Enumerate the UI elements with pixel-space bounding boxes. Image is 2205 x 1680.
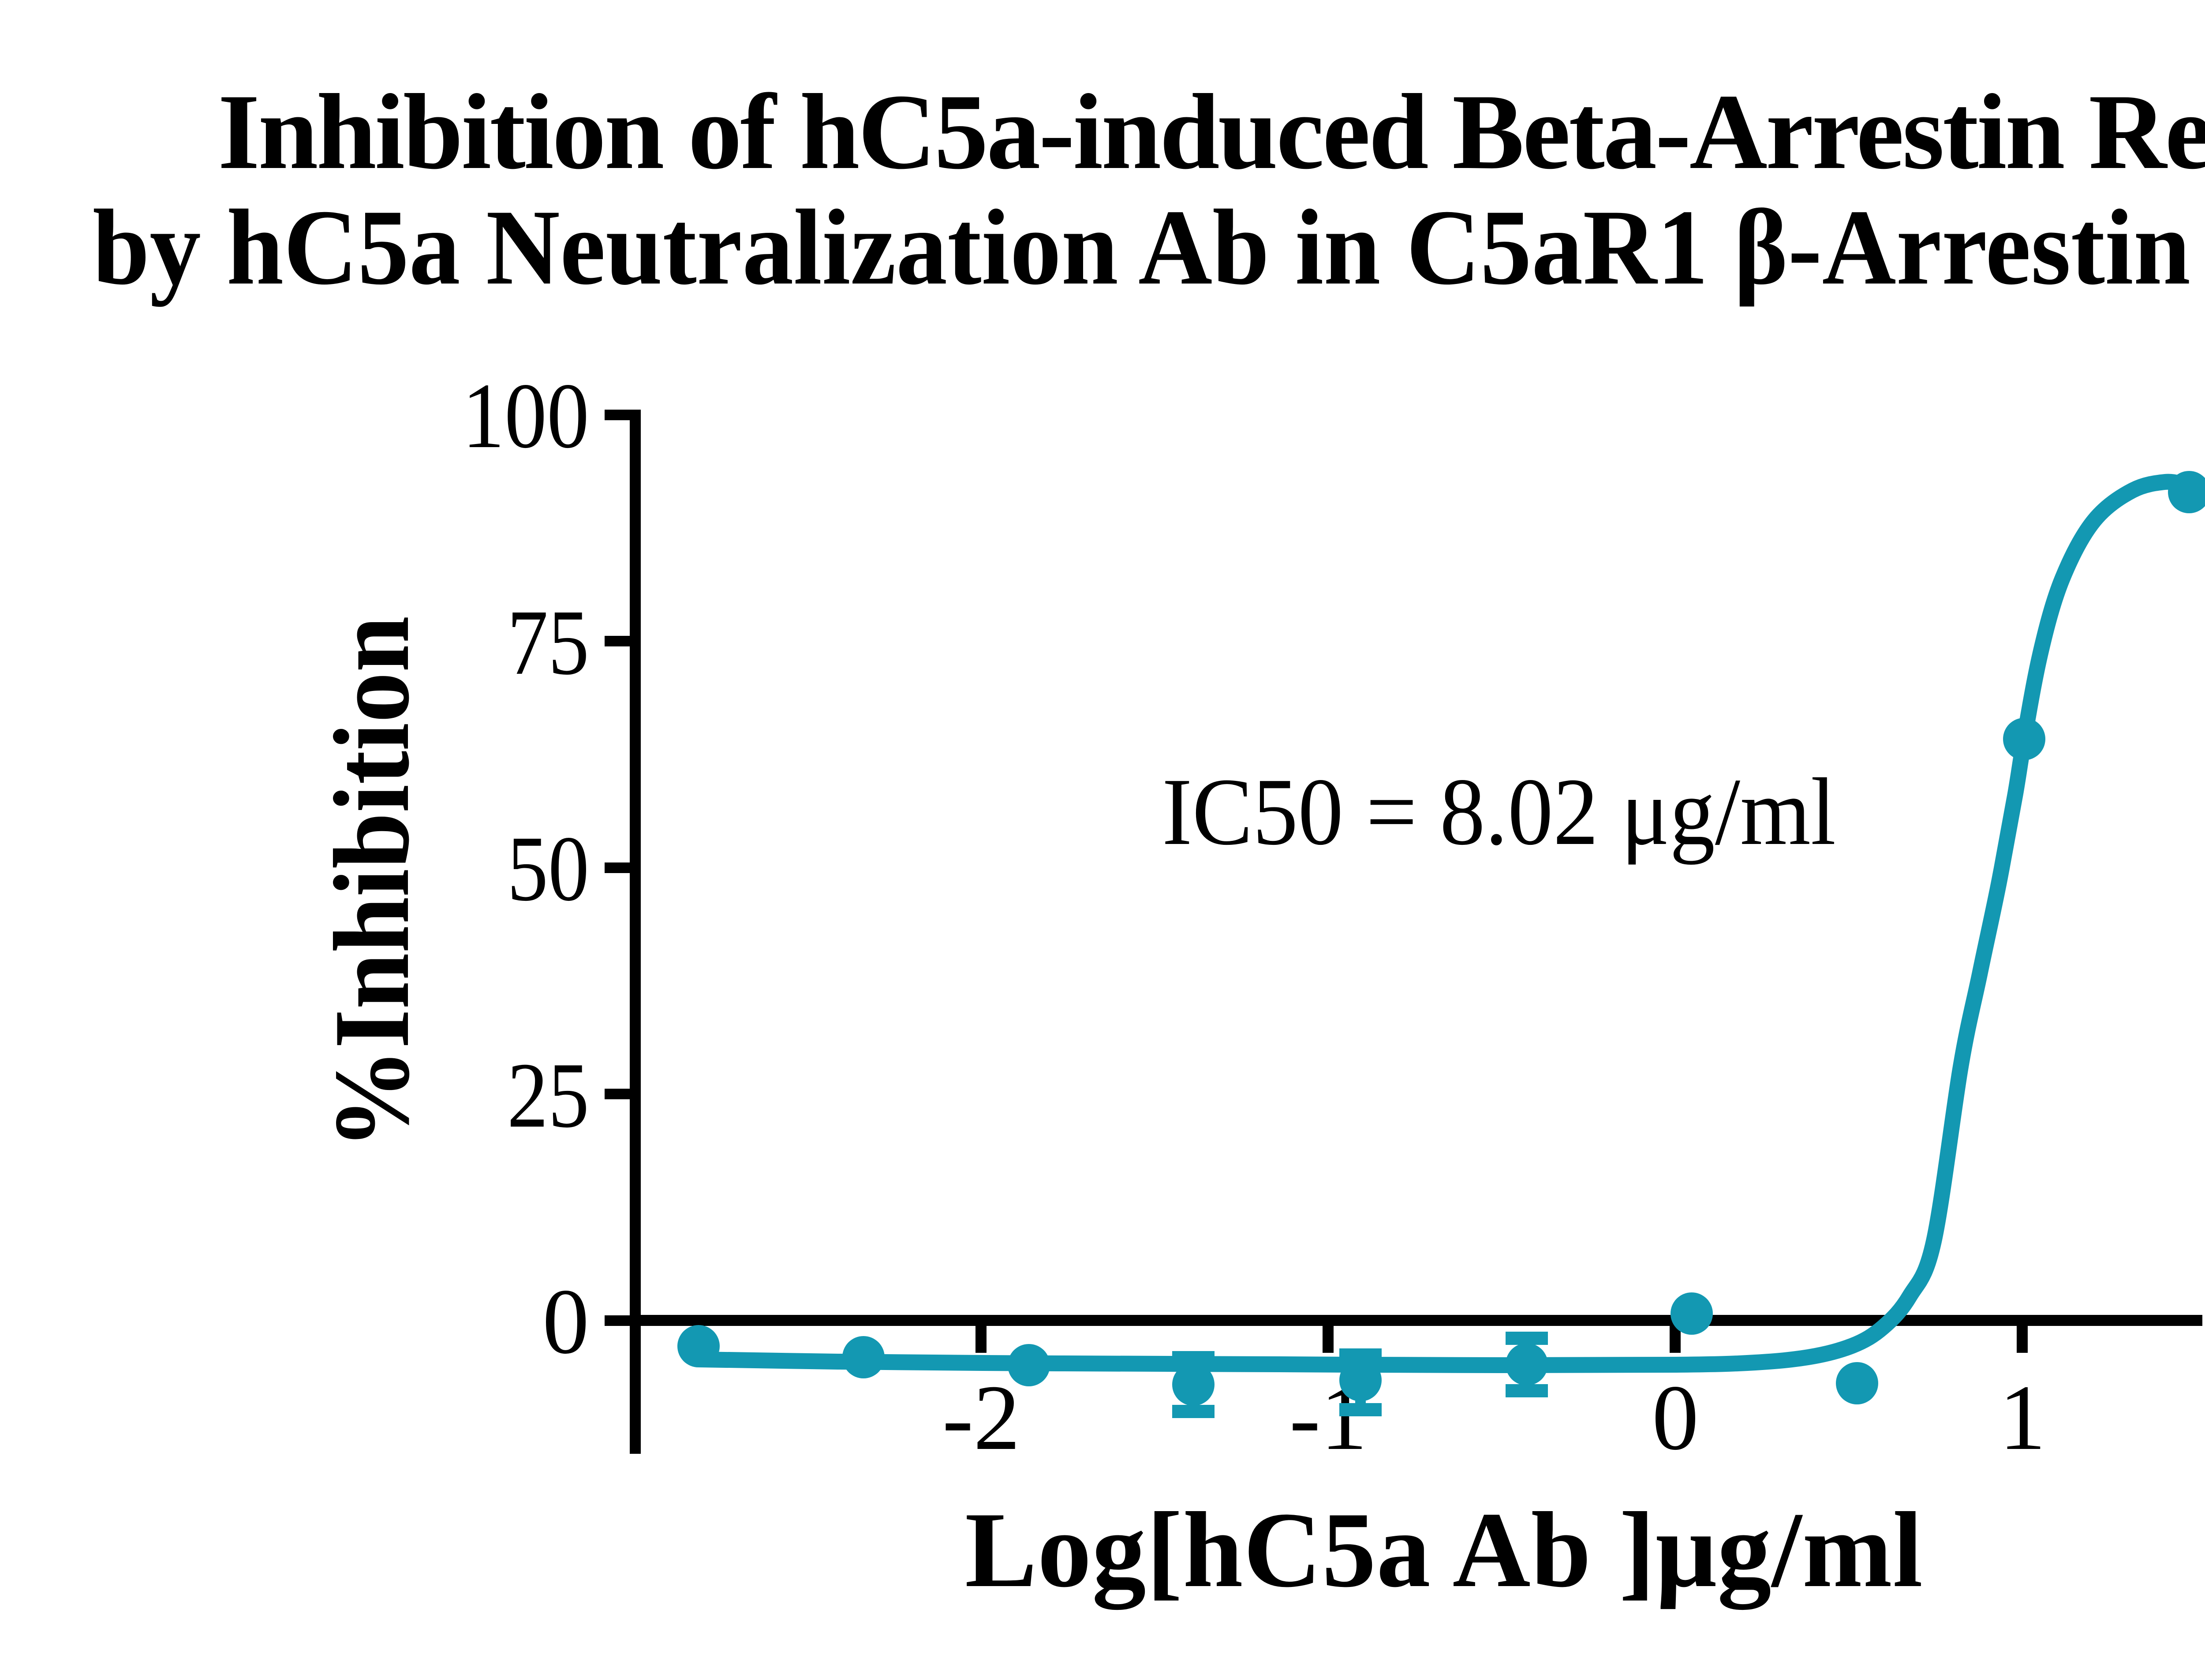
svg-text:%Inhibition: %Inhibition <box>312 616 431 1150</box>
svg-text:by hC5a Neutralization Ab in C: by hC5a Neutralization Ab in C5aR1 β-Arr… <box>93 187 2205 307</box>
svg-text:-2: -2 <box>942 1366 1020 1469</box>
svg-text:Log[hC5a Ab ]μg/ml: Log[hC5a Ab ]μg/ml <box>965 1490 1923 1610</box>
svg-text:75: 75 <box>507 590 589 694</box>
svg-text:100: 100 <box>462 364 589 467</box>
svg-text:1: 1 <box>1999 1366 2046 1469</box>
svg-text:25: 25 <box>507 1043 589 1147</box>
svg-text:0: 0 <box>1652 1366 1699 1469</box>
svg-text:IC50 = 8.02 μg/ml: IC50 = 8.02 μg/ml <box>1162 759 1836 865</box>
svg-text:Inhibition of hC5a-induced Bet: Inhibition of hC5a-induced Beta-Arrestin… <box>218 72 2205 191</box>
svg-text:0: 0 <box>542 1269 589 1373</box>
svg-text:50: 50 <box>507 817 589 920</box>
